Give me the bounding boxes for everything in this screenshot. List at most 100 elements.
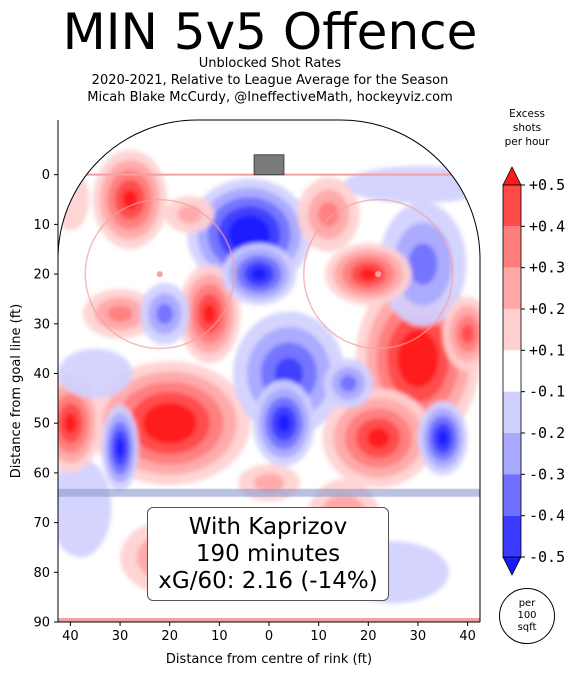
y-tick-label: 0 [42, 168, 50, 183]
unit-note-circle: per 100 sqft [499, 588, 555, 644]
contour-level [203, 303, 216, 324]
colorbar-tick-label: -0.1 [529, 383, 565, 401]
subtitle-line-2: 2020-2021, Relative to League Average fo… [91, 73, 449, 88]
colorbar-band [503, 267, 521, 309]
contour-level [251, 267, 267, 281]
unit-note-line-2: 100 [517, 610, 537, 621]
contour-level [340, 375, 357, 392]
colorbar-band [503, 226, 521, 268]
colorbar-tick-label: -0.5 [529, 548, 565, 566]
y-tick-label: 70 [33, 516, 50, 531]
y-tick-label: 30 [33, 317, 50, 332]
colorbar-frame [502, 184, 522, 558]
x-tick-label: 10 [310, 629, 327, 644]
x-axis-label: Distance from centre of rink (ft) [166, 652, 372, 667]
y-tick-label: 10 [33, 218, 50, 233]
contour-level [64, 413, 77, 434]
colorbar-extend-top [502, 166, 522, 186]
contour-blob [139, 282, 190, 345]
x-tick-label: 30 [410, 629, 427, 644]
contour-blob [252, 379, 315, 467]
contour-level [58, 348, 133, 399]
contour-blob [323, 358, 374, 409]
x-tick-label: 10 [211, 629, 228, 644]
rink-boards [57, 119, 481, 622]
y-tick-label: 60 [33, 466, 50, 481]
colorbar-band [503, 350, 521, 392]
contour-blob [343, 165, 480, 204]
faceoff-circle-right [303, 198, 454, 350]
y-tick-label: 80 [33, 566, 50, 581]
y-axis-label: Distance from goal line (ft) [9, 304, 24, 478]
annotation-box: With Kaprizov 190 minutes xG/60: 2.16 (-… [147, 507, 389, 601]
colorbar-tick-label: -0.3 [529, 465, 565, 483]
x-tick-label: 0 [265, 629, 273, 644]
colorbar-title-line-2: shots [512, 122, 542, 134]
colorbar-tick-label: +0.4 [529, 217, 565, 235]
annotation-line-3: xG/60: 2.16 (-14%) [158, 568, 378, 594]
contour-blob [417, 400, 468, 476]
x-tick-label: 40 [62, 629, 79, 644]
colorbar-tick-label: +0.3 [529, 259, 565, 277]
subtitle-line-3: Micah Blake McCurdy, @IneffectiveMath, h… [87, 90, 453, 105]
colorbar-tick-label: +0.2 [529, 300, 565, 318]
chart-title: MIN 5v5 Offence [62, 3, 478, 61]
contour-blob [58, 348, 133, 399]
unit-note-line-3: sqft [517, 622, 537, 633]
x-tick-label: 20 [161, 629, 178, 644]
colorbar-title-line-3: per hour [504, 136, 550, 148]
contour-level [407, 344, 429, 374]
y-tick-label: 90 [33, 616, 50, 631]
contour-blob [322, 388, 435, 488]
blue-line [58, 488, 480, 497]
contour-blob [221, 243, 297, 306]
colorbar: +0.5 +0.4 +0.3 +0.2 +0.1 -0.1 -0.2 -0.3 -0.4 -0.5 [502, 166, 565, 576]
colorbar-tick-label: +0.1 [529, 341, 565, 359]
contour-level [156, 412, 184, 434]
colorbar-title-line-1: Excess [509, 108, 545, 120]
rink-markings [58, 173, 480, 622]
contour-blob [297, 177, 360, 252]
contour-level [177, 205, 202, 224]
contour-blob [324, 243, 412, 306]
contour-level [437, 430, 448, 446]
goal-net [253, 154, 285, 176]
faceoff-dot-right [375, 271, 382, 278]
y-tick-label: 20 [33, 268, 50, 283]
contour-blob [58, 373, 102, 473]
y-tick-label: 50 [33, 417, 50, 432]
faceoff-dot-left [156, 271, 163, 278]
annotation-line-1: With Kaprizov [188, 514, 348, 540]
contour-level [156, 303, 174, 325]
contour-level [58, 458, 112, 558]
contour-level [318, 202, 339, 227]
contour-blob [442, 296, 480, 371]
axes: 40 30 20 10 0 10 20 30 40 0 10 20 30 40 50 60 70 80 90 Dist… [9, 120, 480, 667]
contour-level [253, 473, 285, 493]
contour-level [58, 168, 90, 231]
x-tick-label: 30 [112, 629, 129, 644]
contour-blob [58, 458, 112, 558]
colorbar-band [503, 433, 521, 475]
contour-blob [82, 289, 158, 339]
colorbar-band [503, 185, 521, 227]
colorbar-band [503, 309, 521, 351]
colorbar-band [503, 515, 521, 557]
colorbar-band [503, 474, 521, 516]
contour-blob [164, 195, 215, 234]
x-tick-label: 40 [459, 629, 476, 644]
annotation-line-2: 190 minutes [195, 541, 341, 567]
colorbar-tick-label: -0.4 [529, 507, 565, 525]
subtitle-line-1: Unblocked Shot Rates [198, 56, 342, 71]
colorbar-band [503, 391, 521, 433]
y-tick-label: 40 [33, 367, 50, 382]
faceoff-circle-left [84, 198, 235, 350]
x-tick-label: 20 [360, 629, 377, 644]
contour-level [238, 225, 260, 244]
colorbar-tick-label: +0.5 [529, 176, 565, 194]
colorbar-tick-label: -0.2 [529, 424, 565, 442]
contour-level [343, 165, 480, 204]
contour-level [461, 324, 474, 344]
contour-blob [178, 264, 241, 364]
centre-line [58, 618, 480, 622]
